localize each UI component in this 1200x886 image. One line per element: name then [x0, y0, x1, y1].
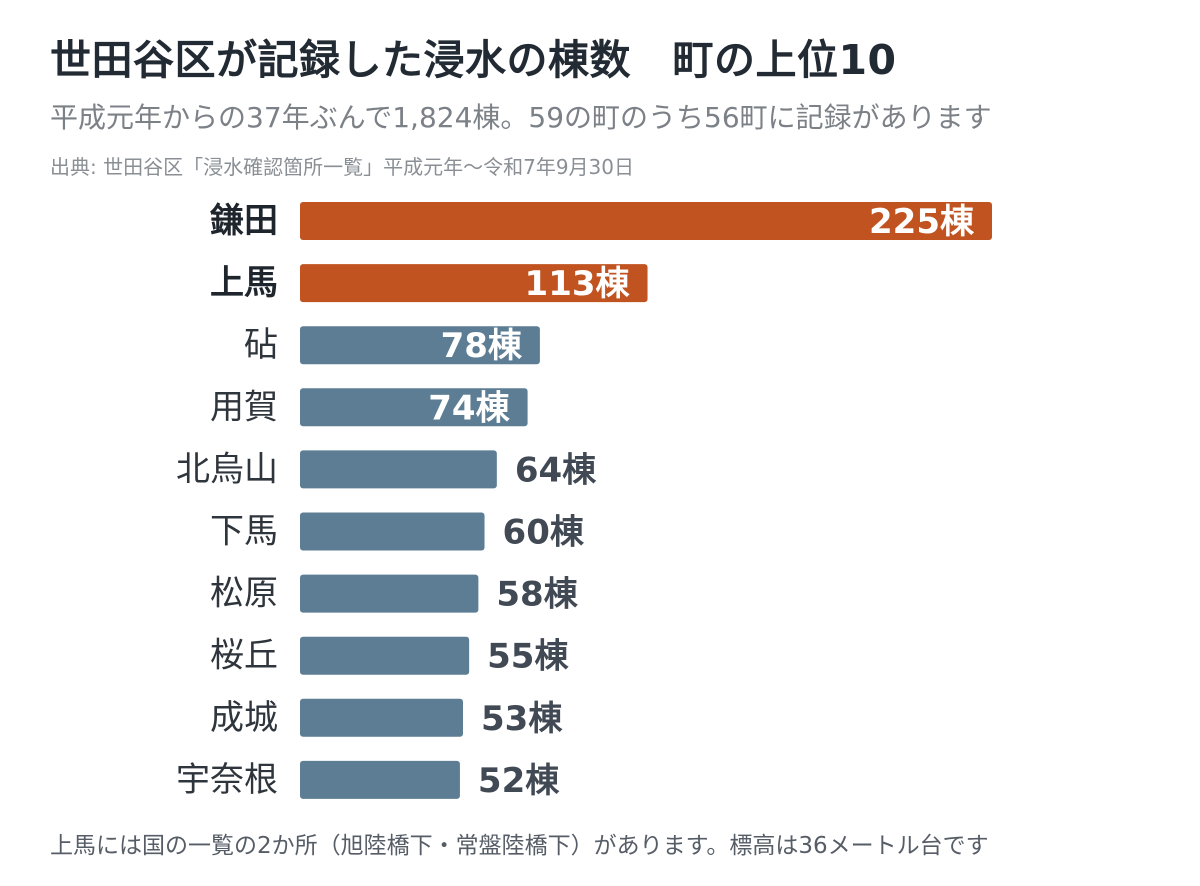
- category-label: 桜丘: [210, 636, 278, 676]
- category-label: 宇奈根: [176, 760, 278, 800]
- bar: [300, 388, 528, 427]
- category-label: 北烏山: [176, 449, 278, 489]
- bar: [300, 760, 460, 799]
- category-label: 鎌田: [210, 201, 278, 241]
- value-label: 113棟: [525, 264, 631, 304]
- category-label: 下馬: [210, 512, 278, 552]
- value-label: 64棟: [515, 450, 597, 490]
- bar: [300, 202, 992, 240]
- category-label: 上馬: [210, 263, 278, 303]
- chart-subtitle: 平成元年からの37年ぶんで1,824棟。59の町のうち56町に記録があります: [50, 101, 992, 134]
- category-label: 用賀: [210, 387, 278, 427]
- bar: [300, 636, 470, 675]
- value-label: 225棟: [869, 202, 975, 242]
- bar: [300, 326, 540, 365]
- bar: [300, 698, 464, 737]
- chart-source: 出典: 世田谷区「浸水確認箇所一覧」平成元年〜令和7年9月30日: [50, 155, 634, 179]
- category-label: 砧: [244, 325, 278, 365]
- bar: [300, 450, 497, 489]
- value-label: 52棟: [478, 761, 560, 801]
- bar: [300, 264, 648, 303]
- category-label: 松原: [210, 574, 278, 614]
- value-label: 53棟: [481, 699, 563, 739]
- category-label: 成城: [210, 698, 278, 738]
- value-label: 58棟: [496, 575, 578, 615]
- value-label: 55棟: [487, 637, 569, 677]
- chart-title: 世田谷区が記録した浸水の棟数 町の上位10: [50, 36, 897, 84]
- chart-footnote: 上馬には国の一覧の2か所（旭陸橋下・常盤陸橋下）があります。標高は36メートル台…: [50, 833, 989, 859]
- value-label: 60棟: [503, 513, 585, 553]
- value-label: 74棟: [428, 388, 510, 428]
- bar: [300, 574, 479, 613]
- value-label: 78棟: [441, 326, 523, 366]
- bar: [300, 512, 485, 551]
